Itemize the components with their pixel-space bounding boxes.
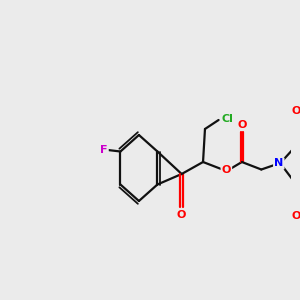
Text: O: O bbox=[237, 119, 247, 130]
Text: O: O bbox=[292, 106, 300, 116]
Text: Cl: Cl bbox=[221, 113, 233, 124]
Text: N: N bbox=[274, 158, 283, 169]
Text: F: F bbox=[100, 145, 108, 155]
Text: O: O bbox=[177, 209, 186, 220]
Text: O: O bbox=[222, 164, 231, 175]
Text: O: O bbox=[292, 211, 300, 221]
